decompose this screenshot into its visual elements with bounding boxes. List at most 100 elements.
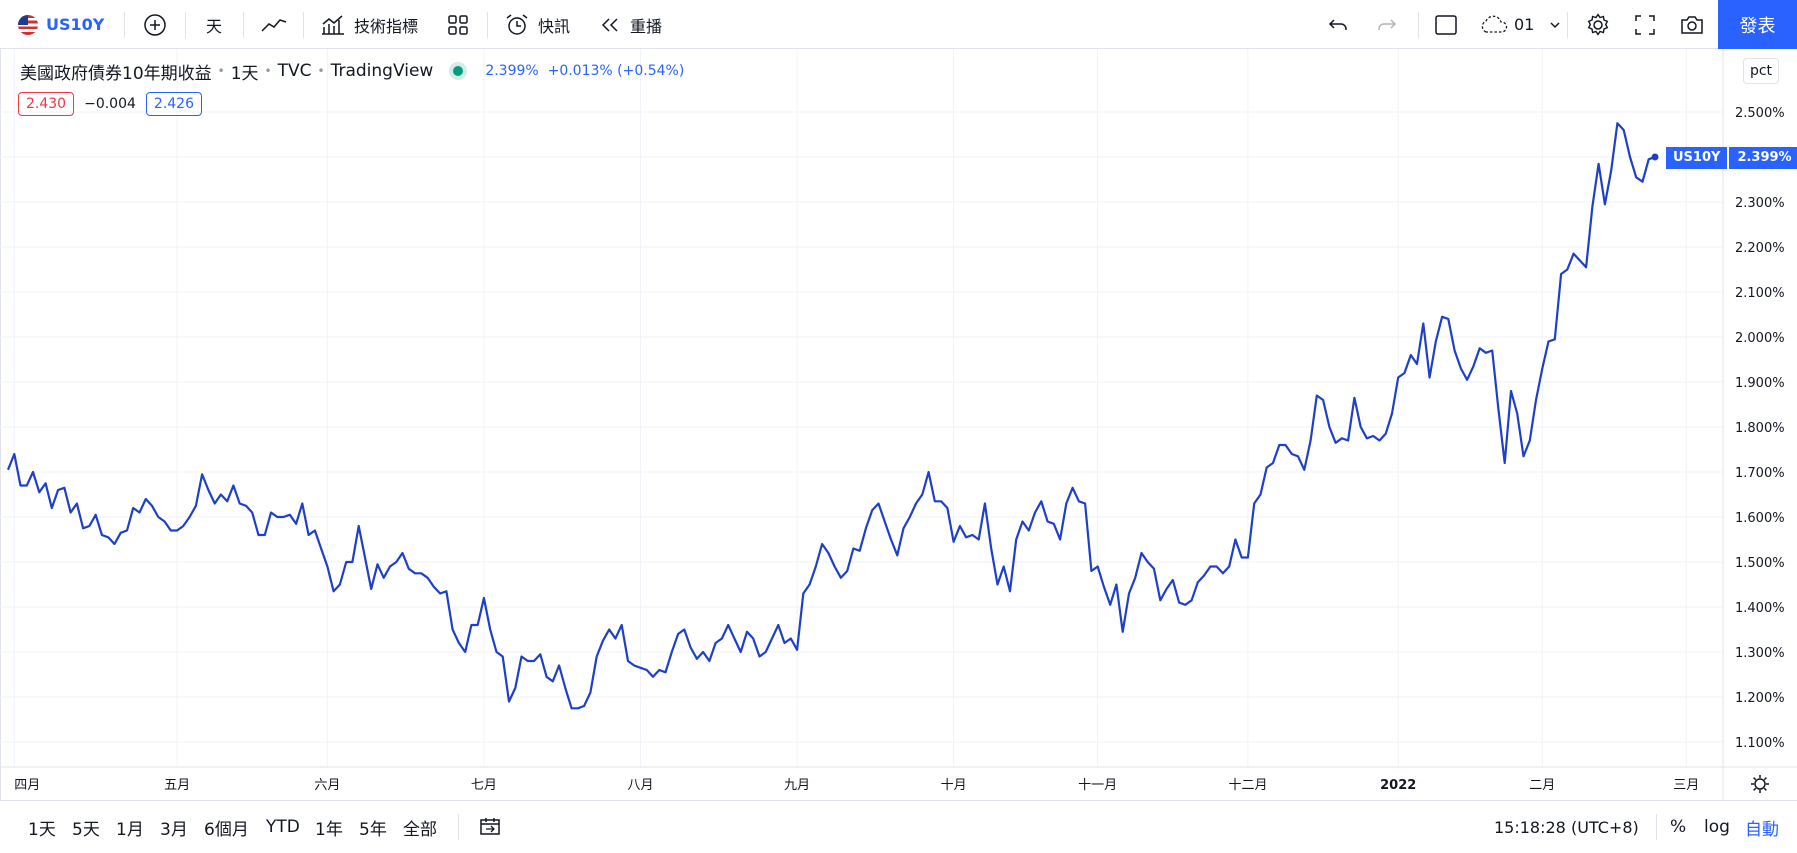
toolbar-divider [1418,12,1419,38]
alert-button[interactable]: 快訊 [504,0,570,49]
price-tick-label: 1.300% [1735,646,1785,661]
alarm-clock-icon [506,13,528,35]
range-6m[interactable]: 6個月 [204,819,249,840]
last-price-value: 2.399% [1729,147,1797,169]
bid-ask-row: 2.430 −0.004 2.426 [18,92,202,116]
camera-icon [1681,15,1703,34]
range-3m[interactable]: 3月 [160,819,188,840]
auto-scale-toggle[interactable]: 自動 [1745,819,1779,840]
percent-scale-toggle[interactable]: % [1670,817,1687,837]
settings-button[interactable] [1585,0,1611,49]
rewind-icon [601,17,618,32]
time-scale-settings-icon[interactable] [1751,775,1769,793]
legend-change: 2.399% +0.013% (+0.54%) [485,63,685,79]
range-5d[interactable]: 5天 [72,819,100,840]
spread-value: −0.004 [84,96,136,112]
price-tick-label: 1.500% [1735,556,1785,571]
price-scale[interactable]: 2.500%2.400%2.300%2.200%2.100%2.000%1.90… [1735,106,1785,751]
fullscreen-single-button[interactable] [1434,0,1458,49]
go-to-date-button[interactable] [478,801,502,853]
price-tick-label: 1.200% [1735,691,1785,706]
price-scale-mode-button[interactable]: pct [1743,58,1779,84]
price-tick-label: 2.300% [1735,196,1785,211]
legend-separator: • [264,64,272,78]
top-toolbar: US10Y 天 技術指標 快訊 重播 01 [0,0,1797,49]
chart-type-button[interactable] [260,0,288,49]
last-price-dot [1651,153,1659,161]
range-all[interactable]: 全部 [403,819,437,840]
gear-icon [1587,12,1609,36]
grid-layout-icon [448,14,468,35]
fullscreen-button[interactable] [1634,0,1656,49]
expand-icon [1635,14,1655,35]
time-tick-label: 二月 [1529,778,1555,793]
price-tick-label: 1.900% [1735,376,1785,391]
chevron-down-icon [1550,21,1560,28]
line-chart-icon [261,18,287,32]
symbol-label: US10Y [46,15,105,34]
time-tick-label: 十一月 [1078,778,1117,793]
buy-price-button[interactable]: 2.426 [145,92,202,116]
range-5y[interactable]: 5年 [359,819,387,840]
price-tick-label: 2.200% [1735,241,1785,256]
redo-button[interactable] [1376,0,1398,49]
range-1m[interactable]: 1月 [116,819,144,840]
replay-button[interactable]: 重播 [598,0,662,49]
time-tick-label: 九月 [784,778,810,793]
compare-button[interactable] [143,0,167,49]
price-tick-label: 1.800% [1735,421,1785,436]
time-tick-label: 五月 [164,778,190,793]
replay-label: 重播 [630,16,663,36]
range-1y[interactable]: 1年 [315,819,343,840]
alert-label: 快訊 [538,16,571,36]
undo-icon [1328,18,1347,30]
snapshot-button[interactable] [1679,0,1705,49]
indicators-icon [322,14,344,35]
chart-legend: 美國政府債券10年期收益 • 1天 • TVC • TradingView 2.… [20,58,684,84]
bottom-toolbar: 1天 5天 1月 3月 6個月 YTD 1年 5年 全部 15:18:28 (U… [0,800,1797,852]
undo-button[interactable] [1327,0,1349,49]
series-line [6,122,1656,710]
time-tick-label: 2022 [1380,778,1416,793]
price-tick-label: 1.700% [1735,466,1785,481]
time-tick-label: 七月 [471,778,497,793]
log-scale-toggle[interactable]: log [1704,817,1730,837]
layout-save-button[interactable]: 01 [1478,0,1562,49]
market-status-icon[interactable] [453,66,464,76]
legend-exchange: TVC [277,61,312,81]
legend-interval: 1天 [230,63,259,84]
time-tick-label: 三月 [1673,778,1699,793]
price-tick-label: 1.100% [1735,736,1785,751]
price-tick-label: 1.600% [1735,511,1785,526]
chart-grid [0,49,1723,767]
range-ytd[interactable]: YTD [266,817,300,837]
legend-source: TradingView [330,61,434,81]
layouts-button[interactable] [447,0,469,49]
legend-separator: • [317,64,325,78]
toolbar-divider [185,12,186,38]
legend-separator: • [217,64,225,78]
last-price-label: US10Y 2.399% [1666,147,1797,169]
calendar-range-icon [480,818,500,835]
symbol-search-button[interactable]: US10Y [18,0,104,49]
redo-icon [1378,18,1397,30]
time-scale[interactable]: 四月五月六月七月八月九月十月十一月十二月2022二月三月四月 [14,778,1797,793]
toolbar-divider [243,12,244,38]
cloud-icon [1481,15,1508,33]
publish-button[interactable]: 發表 [1718,0,1797,49]
interval-button[interactable]: 天 [206,16,223,36]
price-chart[interactable]: 2.500%2.400%2.300%2.200%2.100%2.000%1.90… [0,49,1797,800]
time-tick-label: 十二月 [1228,778,1267,793]
square-icon [1435,14,1457,35]
clock-timezone[interactable]: 15:18:28 (UTC+8) [1494,817,1639,837]
indicators-button[interactable]: 技術指標 [320,0,418,49]
range-1d[interactable]: 1天 [28,819,56,840]
price-tick-label: 2.500% [1735,106,1785,121]
sell-price-button[interactable]: 2.430 [18,92,75,116]
plus-circle-icon [144,13,166,36]
toolbar-divider [487,12,488,38]
bottombar-divider [1656,814,1657,840]
toolbar-divider [124,12,125,38]
legend-title[interactable]: 美國政府債券10年期收益 [20,63,212,84]
